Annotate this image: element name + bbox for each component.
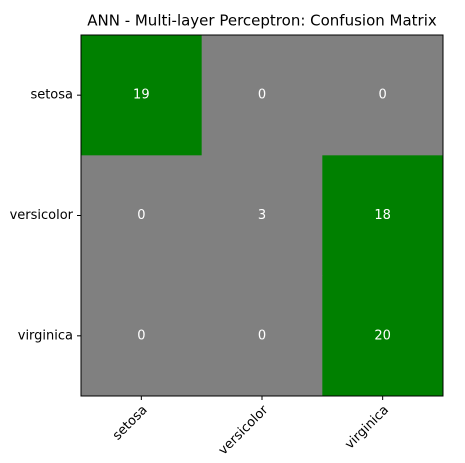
x-tick-label: setosa	[110, 403, 151, 444]
heatmap-cell	[322, 155, 444, 277]
cell-label: 0	[379, 88, 387, 103]
cell-label: 3	[258, 208, 266, 223]
cell-label: 0	[258, 88, 266, 103]
x-tick-label: virginica	[342, 403, 392, 453]
y-tick-label: virginica	[18, 328, 73, 343]
heatmap-cell	[81, 155, 203, 277]
heatmap-cell	[201, 35, 323, 156]
cell-label: 0	[137, 328, 145, 343]
y-tick-label: setosa	[30, 88, 73, 103]
heatmap-cell	[81, 35, 203, 156]
cell-label: 0	[258, 328, 266, 343]
cell-label: 20	[374, 328, 391, 343]
y-tick-label: versicolor	[10, 208, 74, 223]
x-tick-label: versicolor	[216, 402, 272, 458]
heatmap-cell	[201, 275, 323, 397]
heatmap-cell	[322, 35, 444, 156]
heatmap-cell	[201, 155, 323, 277]
chart-title: ANN - Multi-layer Perceptron: Confusion …	[87, 12, 437, 30]
heatmap-cell	[322, 275, 444, 397]
heatmap-cell	[81, 275, 203, 397]
cell-label: 18	[374, 208, 391, 223]
cell-label: 0	[137, 208, 145, 223]
cell-label: 19	[133, 88, 150, 103]
